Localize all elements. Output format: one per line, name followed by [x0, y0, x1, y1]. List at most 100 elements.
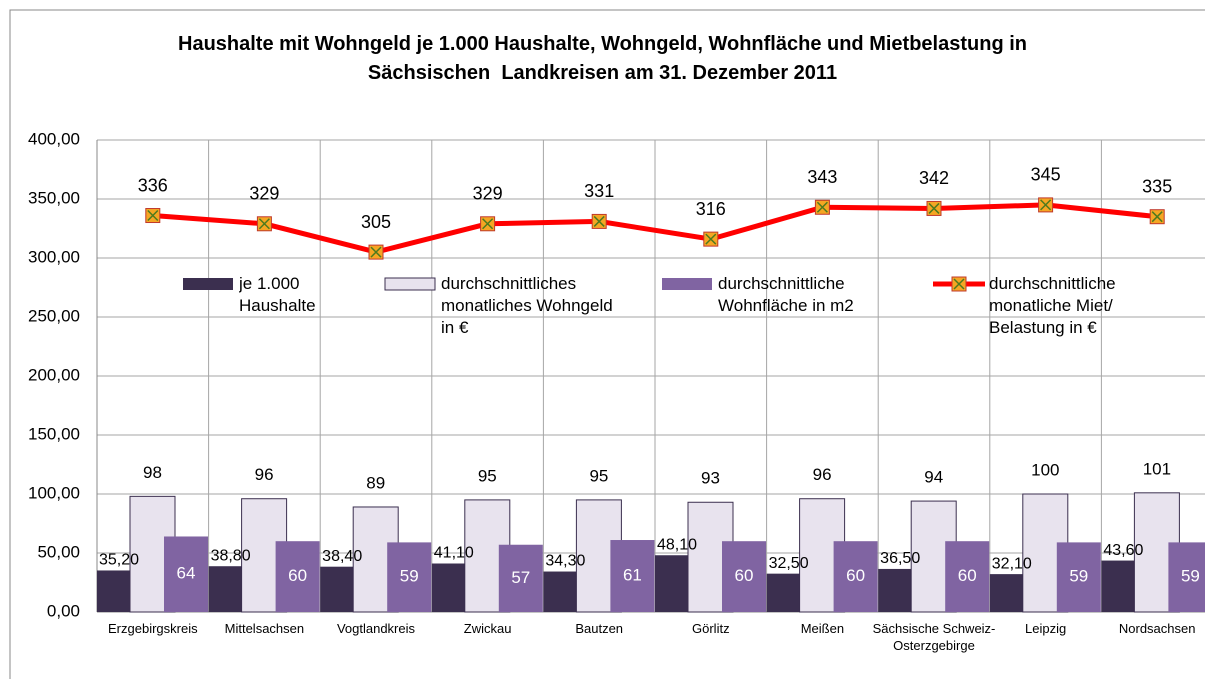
data-label: 59 [400, 567, 419, 586]
line-marker [1038, 197, 1054, 213]
x-tick-label-box: Erzgebirgskreis [108, 621, 198, 636]
x-tick-label: Meißen [800, 621, 845, 636]
data-label: 100 [1031, 460, 1059, 479]
bar [878, 568, 912, 612]
line-marker [145, 208, 161, 224]
x-tick-label: Vogtlandkreis [336, 621, 416, 636]
x-tick-label: Zwickau [463, 621, 512, 636]
line-marker [480, 216, 496, 232]
data-label: 38,80 [211, 547, 251, 564]
marker-cross [147, 209, 159, 222]
x-tick-label-box: Leipzig [1024, 621, 1067, 636]
bar [655, 555, 688, 612]
x-tick-label: Bautzen [575, 621, 624, 636]
data-label: 57 [511, 568, 530, 587]
bar [164, 536, 208, 612]
data-label: 95 [478, 466, 497, 485]
data-label: 60 [846, 566, 865, 585]
legend-swatch [384, 277, 436, 291]
y-tick-label: 200,00 [28, 365, 80, 384]
data-label: 345 [1031, 165, 1061, 185]
y-tick-label: 100,00 [28, 483, 80, 502]
bar [1056, 542, 1101, 612]
line-marker [926, 200, 942, 216]
data-label: 32,50 [769, 555, 809, 572]
x-tick-label-box: Mittelsachsen [224, 621, 305, 636]
x-tick-label-box: Meißen [800, 621, 845, 636]
bar [275, 541, 320, 612]
x-tick-label: Mittelsachsen [224, 621, 305, 636]
x-tick-label-box: Sächsische Schweiz-Osterzgebirge [872, 621, 996, 653]
data-label: 336 [138, 175, 168, 195]
y-tick-label: 350,00 [28, 188, 80, 207]
x-tick-label-box: Bautzen [575, 621, 624, 636]
data-label: 60 [288, 566, 307, 585]
x-tick-label: Sächsische Schweiz-Osterzgebirge [872, 621, 996, 653]
legend-label: durchschnittliche Wohnfläche in m2 [718, 274, 854, 315]
x-tick-label-box: Görlitz [692, 621, 730, 636]
bar [97, 570, 130, 612]
data-label: 60 [958, 566, 977, 585]
data-label: 96 [813, 465, 832, 484]
data-label: 329 [249, 184, 279, 204]
legend-label: durchschnittliche monatliche Miet/ Belas… [989, 274, 1116, 337]
y-tick-label: 150,00 [28, 424, 80, 443]
bar [387, 542, 432, 612]
data-label: 95 [589, 466, 608, 485]
data-label: 94 [924, 468, 943, 487]
bar [1168, 542, 1205, 612]
line-marker [1149, 209, 1165, 225]
bar [498, 544, 543, 612]
data-label: 305 [361, 212, 391, 232]
x-tick-label: Erzgebirgskreis [108, 621, 198, 636]
line-marker [814, 199, 830, 215]
data-label: 43,60 [1103, 542, 1143, 559]
legend-label-box: je 1.000 Haushalte [239, 274, 316, 315]
legend-label-box: durchschnittliche Wohnfläche in m2 [718, 274, 854, 315]
legend-swatch [662, 278, 712, 290]
marker-cross [928, 202, 940, 214]
x-tick-label-box: Vogtlandkreis [336, 621, 416, 636]
data-label: 32,10 [992, 555, 1032, 572]
bar [1101, 560, 1135, 612]
x-tick-label: Leipzig [1024, 621, 1067, 636]
legend-label-box: durchschnittliche monatliche Miet/ Belas… [989, 274, 1116, 337]
bar [431, 563, 465, 612]
data-label: 329 [473, 184, 503, 204]
legend-label: je 1.000 Haushalte [239, 274, 316, 315]
marker-cross [816, 201, 828, 213]
data-label: 38,40 [322, 548, 362, 565]
data-label: 316 [696, 199, 726, 219]
y-tick-label: 250,00 [28, 306, 80, 325]
legend-marker-cross [953, 278, 965, 290]
y-tick-label: 0,00 [47, 601, 80, 620]
bar [833, 541, 878, 612]
data-label: 64 [177, 564, 196, 583]
data-label: 48,10 [657, 536, 697, 553]
data-label: 98 [143, 463, 162, 482]
bar [945, 541, 990, 612]
chart-title-box: Haushalte mit Wohngeld je 1.000 Haushalt… [178, 33, 1027, 84]
data-label: 36,50 [880, 550, 920, 567]
bar [766, 573, 800, 612]
line [152, 202, 1158, 255]
bar [208, 566, 242, 612]
legend-label-box: durchschnittliches monatliches Wohngeld … [441, 274, 613, 337]
y-tick-label: 50,00 [37, 542, 80, 561]
data-label: 60 [735, 566, 754, 585]
y-tick-label: 300,00 [28, 247, 80, 266]
data-label: 59 [1069, 567, 1088, 586]
data-label: 96 [255, 465, 274, 484]
data-label: 59 [1181, 567, 1200, 586]
x-tick-label: Görlitz [692, 621, 730, 636]
legend-swatch [183, 278, 233, 290]
marker-cross [258, 218, 270, 230]
bar [722, 541, 766, 612]
y-tick-label: 400,00 [28, 129, 80, 148]
data-label: 34,30 [545, 553, 585, 570]
marker-cross [370, 246, 382, 258]
data-label: 101 [1143, 459, 1171, 478]
x-tick-label-box: Zwickau [463, 621, 512, 636]
